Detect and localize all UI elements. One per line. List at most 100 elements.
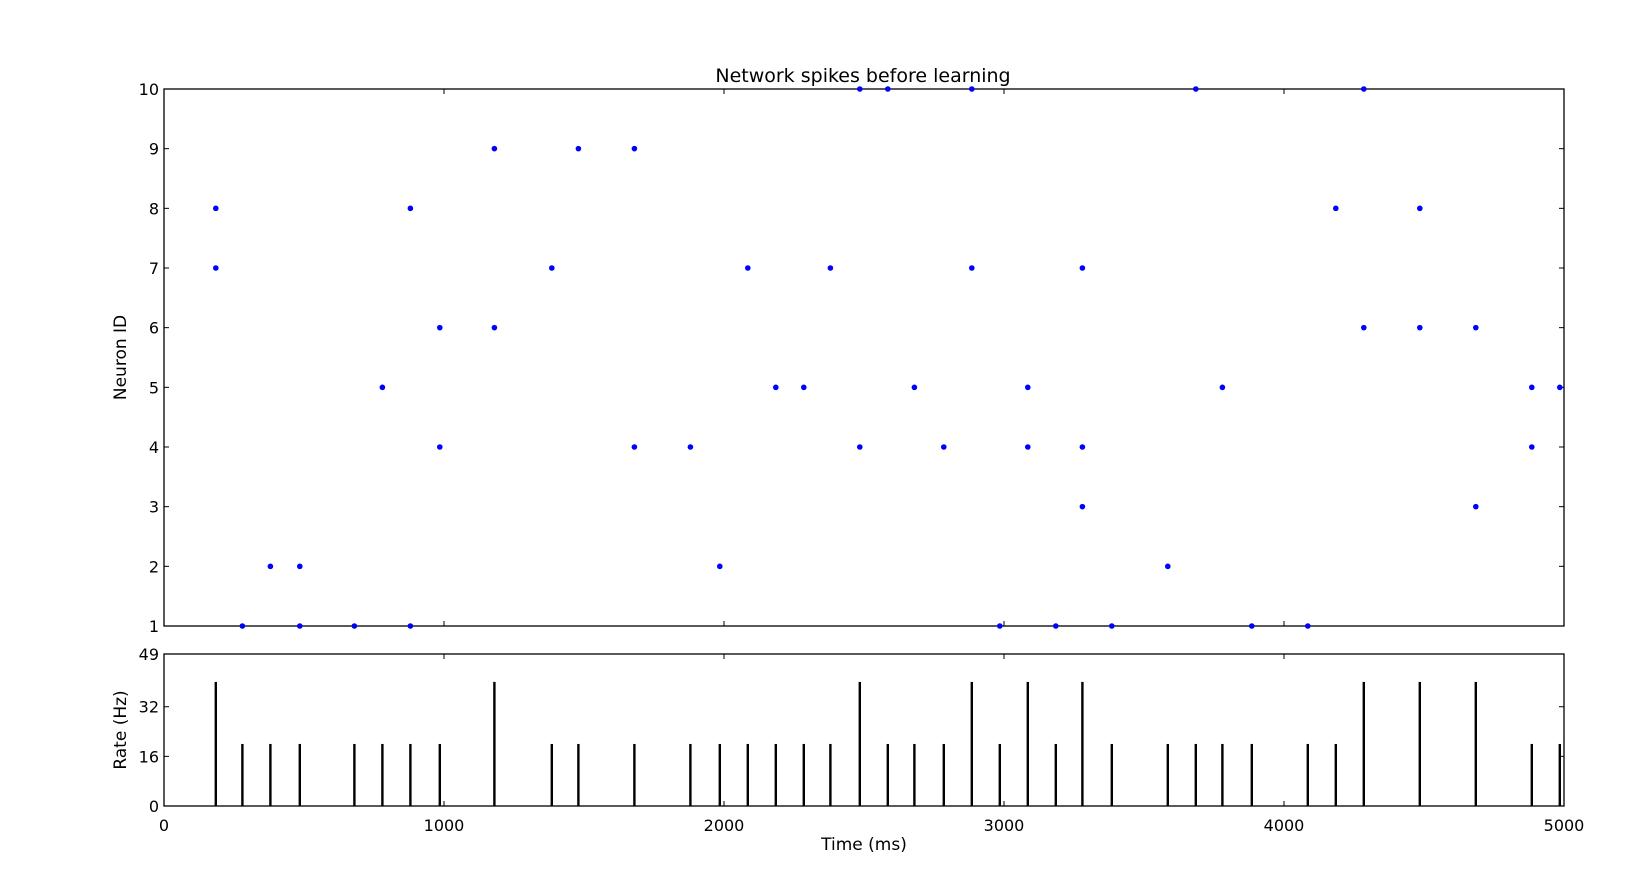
rate-bar (577, 743, 580, 806)
spike-point (351, 623, 358, 629)
spike-point (1109, 623, 1115, 629)
spike-point (631, 145, 638, 152)
spike-point (885, 86, 891, 92)
raster-y-tick-label: 4 (149, 438, 159, 457)
rate-bar (1054, 743, 1057, 806)
rate-bar (829, 743, 832, 806)
spike-point (1249, 623, 1255, 629)
raster-spike-points (213, 86, 1563, 629)
rate-bars (214, 681, 1561, 806)
raster-y-tick-label: 8 (149, 199, 159, 218)
raster-y-tick-label: 6 (149, 319, 159, 338)
spike-point (687, 444, 694, 450)
rate-bar (550, 743, 553, 806)
spike-point (239, 623, 246, 629)
rate-bar (718, 743, 721, 806)
rate-bar (269, 743, 272, 806)
raster-y-tick-label: 3 (149, 498, 159, 517)
rate-x-tick-label: 1000 (424, 816, 465, 835)
spike-point (1193, 86, 1199, 92)
spike-point (1079, 444, 1086, 450)
raster-y-tick-label: 10 (139, 80, 159, 99)
raster-plot: Network spikes before learning 1 2 3 4 5 6 7 8 9… (111, 65, 1565, 636)
rate-bar (913, 743, 916, 806)
spike-point (549, 265, 555, 271)
rate-bar (886, 743, 889, 806)
spike-point (407, 623, 414, 629)
spike-point (801, 384, 807, 391)
spike-point (297, 563, 303, 570)
rate-y-tick-label: 49 (139, 645, 159, 664)
spike-point (491, 324, 498, 331)
spike-point (911, 384, 918, 391)
raster-y-tick-label: 9 (149, 140, 159, 159)
spike-point (437, 324, 443, 331)
rate-x-tick-label: 0 (159, 816, 169, 835)
rate-x-tick-label: 5000 (1544, 816, 1585, 835)
rate-bar (1081, 681, 1084, 806)
spike-point (1219, 384, 1226, 391)
spike-point (379, 384, 386, 391)
spike-point (213, 265, 219, 271)
spike-point (297, 623, 303, 629)
spike-point (1417, 324, 1423, 331)
rate-bar (1334, 743, 1337, 806)
spike-point (213, 205, 219, 212)
raster-y-tick-label: 1 (149, 617, 159, 636)
spike-point (857, 444, 863, 450)
raster-y-tick-label: 7 (149, 259, 159, 278)
rate-x-tick-label: 3000 (984, 816, 1025, 835)
spike-point (941, 444, 947, 450)
raster-y-axis-label: Neuron ID (111, 315, 131, 400)
spike-point (997, 623, 1003, 629)
spike-point (631, 444, 638, 450)
spike-point (1417, 205, 1423, 212)
rate-bar (1221, 743, 1224, 806)
raster-y-tick-label: 2 (149, 557, 159, 576)
spike-point (1333, 205, 1339, 212)
raster-y-ticks: 1 2 3 4 5 6 7 8 9 10 (139, 80, 1565, 636)
spike-point (1025, 444, 1031, 450)
raster-title: Network spikes before learning (715, 65, 1010, 87)
rate-bar (1026, 681, 1029, 806)
spike-point (857, 86, 863, 92)
spike-point (1473, 324, 1479, 331)
spike-point (1529, 384, 1535, 391)
rate-bar (1306, 743, 1309, 806)
spike-point (745, 265, 751, 271)
spike-point (1305, 623, 1311, 629)
rate-y-tick-label: 16 (139, 747, 159, 766)
rate-bar (1474, 681, 1477, 806)
rate-y-axis-label: Rate (Hz) (111, 690, 131, 769)
spike-point (1557, 384, 1563, 391)
rate-bar (381, 743, 384, 806)
spike-point (407, 205, 414, 212)
rate-bar (970, 681, 973, 806)
rate-bar (858, 681, 861, 806)
rate-bar (353, 743, 356, 806)
rate-x-axis-label: Time (ms) (820, 835, 907, 855)
rate-plot-frame (163, 653, 1565, 807)
spike-point (1529, 444, 1535, 450)
rate-bar (1530, 743, 1533, 806)
rate-bar (802, 743, 805, 806)
rate-bar (1194, 743, 1197, 806)
spike-point (1165, 563, 1171, 570)
rate-bar (438, 743, 441, 806)
rate-bar (1362, 681, 1365, 806)
spike-point (969, 86, 975, 92)
rate-bar (746, 743, 749, 806)
rate-bar (1166, 743, 1169, 806)
rate-bar (493, 681, 496, 806)
rate-bar (633, 743, 636, 806)
spike-point (267, 563, 274, 570)
rate-bar (298, 743, 301, 806)
spike-point (1053, 623, 1059, 629)
rate-bar (1558, 743, 1561, 806)
rate-bar (1418, 681, 1421, 806)
rate-bar (241, 743, 244, 806)
spike-point (1079, 503, 1086, 510)
spike-point (1025, 384, 1031, 391)
